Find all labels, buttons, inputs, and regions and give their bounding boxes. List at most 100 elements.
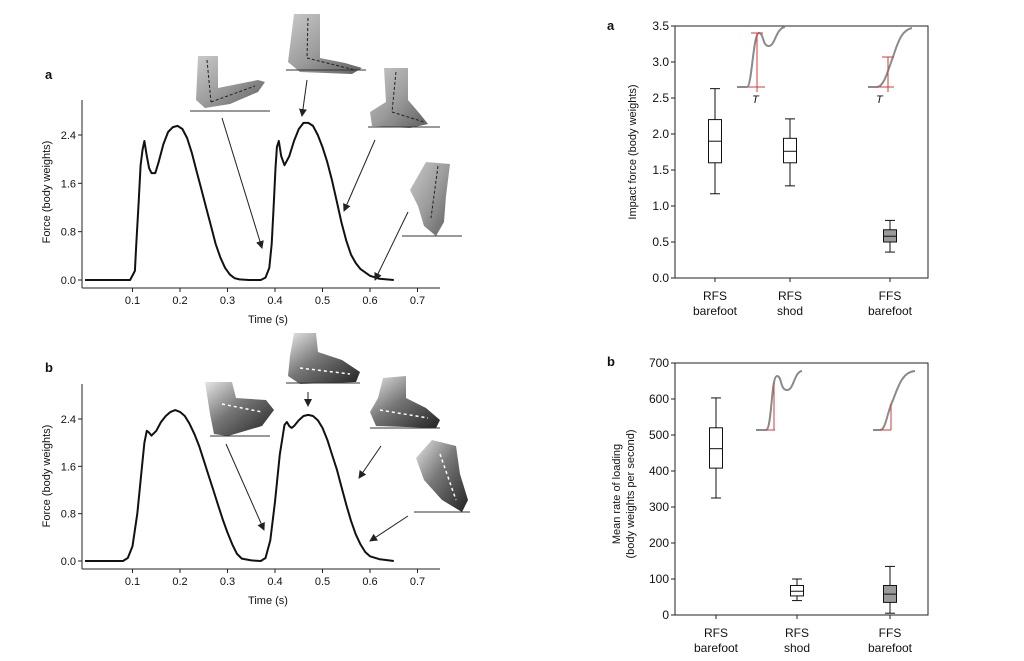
plot-frame <box>674 362 929 616</box>
x-tick-label: 0.1 <box>125 576 140 588</box>
x-tick-label: 0.4 <box>267 295 282 307</box>
category-label-line2: shod <box>784 641 810 655</box>
category-label-line2: shod <box>777 304 803 318</box>
y-axis-label-left-b: Force (body weights) <box>41 425 53 528</box>
category-label-line1: RFS <box>703 289 727 303</box>
x-axis-label-left-a: Time (s) <box>248 314 288 326</box>
category-label-line1: RFS <box>704 626 728 640</box>
category-label-line2: barefoot <box>694 641 739 655</box>
foot-illustration-toe-off-a <box>402 162 462 237</box>
right-panel-b: b Mean rate of loading (body weights per… <box>607 354 929 655</box>
shoe-illustration-heel-off-b <box>370 376 440 429</box>
y-axis-label-right-b-line2: (body weights per second) <box>625 429 637 558</box>
axes-left-a: 0.0 0.8 1.6 2.4 0.1 0.2 0.3 0.4 0.5 0.6 0.7 <box>61 100 440 307</box>
x-tick-label: 0.5 <box>315 576 330 588</box>
force-trace <box>85 121 394 281</box>
panel-label-left-b: b <box>45 360 53 375</box>
category-label-line1: RFS <box>778 289 802 303</box>
y-tick-label: 600 <box>649 392 669 406</box>
arrow-left-a-2 <box>299 79 308 117</box>
y-axis-label-left-a: Force (body weights) <box>41 141 53 244</box>
arrow-left-b-3 <box>358 445 382 479</box>
y-axis-label-right-b-line1: Mean rate of loading <box>611 444 623 544</box>
right-panel-a: a Impact force (body weights) 0.0 0.5 1.0 1… <box>607 18 929 318</box>
y-tick-label: 0.8 <box>61 509 76 521</box>
force-trace <box>85 409 394 562</box>
left-panel-a: a Force (body weights) Time (s) 0.0 0.8 1.… <box>41 14 462 326</box>
inset-label-t-ffs: T <box>876 94 884 106</box>
shoe-illustration-heel-strike-b <box>205 382 274 437</box>
box-2 <box>883 219 897 253</box>
box-1 <box>783 118 797 187</box>
x-axis-label-left-b: Time (s) <box>248 595 288 607</box>
y-tick-label: 3.0 <box>652 55 669 69</box>
panel-label-right-b: b <box>607 354 615 369</box>
y-tick-label: 0 <box>662 608 669 622</box>
x-tick-label: 0.1 <box>125 295 140 307</box>
boxes-right-a <box>708 88 897 253</box>
impact-inset-ffs: T <box>868 27 913 106</box>
series-left-a <box>85 121 394 281</box>
axes-right-b: 0100200300400500600700RFSbarefootRFSshod… <box>649 356 929 655</box>
x-tick-label: 0.2 <box>172 295 187 307</box>
category-label-line1: RFS <box>785 626 809 640</box>
y-tick-label: 0.8 <box>61 227 76 239</box>
left-panel-b: b Force (body weights) Time (s) 0.0 0.8 1.… <box>41 333 470 607</box>
x-tick-label: 0.7 <box>410 576 425 588</box>
y-tick-label: 700 <box>649 356 669 370</box>
y-tick-label: 400 <box>649 464 669 478</box>
y-tick-label: 200 <box>649 536 669 550</box>
x-tick-label: 0.3 <box>220 576 235 588</box>
y-tick-label: 2.0 <box>652 127 669 141</box>
y-tick-label: 1.6 <box>61 178 76 190</box>
boxes-right-b <box>709 397 897 614</box>
shoe-illustration-toe-off-b <box>414 440 470 513</box>
y-tick-label: 0.0 <box>61 275 76 287</box>
loading-inset-rfs <box>756 370 803 431</box>
shoe-illustration-flat-b <box>286 333 360 384</box>
plot-frame <box>674 25 929 279</box>
y-tick-label: 100 <box>649 572 669 586</box>
arrow-left-a-3 <box>343 139 376 212</box>
box-iqr <box>790 584 804 597</box>
box-1 <box>790 578 804 602</box>
arrow-left-b-1 <box>225 443 265 531</box>
box-0 <box>708 88 722 195</box>
foot-illustration-heel-strike-a <box>190 56 270 112</box>
x-tick-label: 0.3 <box>220 295 235 307</box>
y-tick-label: 1.6 <box>61 461 76 473</box>
box-0 <box>709 397 723 499</box>
y-tick-label: 500 <box>649 428 669 442</box>
x-tick-label: 0.5 <box>315 295 330 307</box>
y-tick-label: 2.4 <box>61 414 76 426</box>
category-label-line1: FFS <box>879 289 902 303</box>
panel-label-left-a: a <box>45 67 53 82</box>
y-tick-label: 0.0 <box>61 556 76 568</box>
category-label-line2: barefoot <box>868 641 913 655</box>
loading-inset-ffs <box>873 370 916 431</box>
y-axis-label-right-a: Impact force (body weights) <box>627 84 639 219</box>
foot-illustration-heel-off-a <box>368 68 440 128</box>
foot-illustration-flat-a <box>286 14 366 74</box>
box-iqr <box>783 137 797 164</box>
y-tick-label: 300 <box>649 500 669 514</box>
y-tick-label: 2.5 <box>652 91 669 105</box>
x-tick-label: 0.6 <box>362 295 377 307</box>
y-tick-label: 1.5 <box>652 163 669 177</box>
y-tick-label: 1.0 <box>652 199 669 213</box>
axes-right-a: 0.00.51.01.52.02.53.03.5RFSbarefootRFSsh… <box>652 19 929 318</box>
box-iqr <box>709 427 723 469</box>
series-left-b <box>85 409 394 562</box>
y-tick-label: 2.4 <box>61 130 76 142</box>
x-tick-label: 0.2 <box>172 576 187 588</box>
category-label-line1: FFS <box>879 626 902 640</box>
x-tick-label: 0.6 <box>362 576 377 588</box>
x-tick-label: 0.7 <box>410 295 425 307</box>
y-tick-label: 3.5 <box>652 19 669 33</box>
arrow-left-a-4 <box>374 211 409 281</box>
arrow-left-a-1 <box>221 117 264 249</box>
x-tick-label: 0.4 <box>267 576 282 588</box>
category-label-line2: barefoot <box>693 304 738 318</box>
arrow-left-b-4 <box>369 515 409 542</box>
